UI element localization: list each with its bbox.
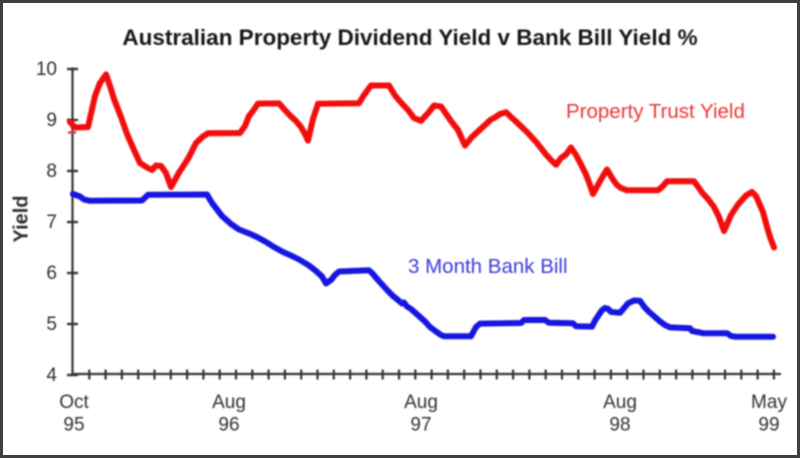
svg-text:8: 8 — [46, 161, 57, 182]
svg-text:3 Month Bank Bill: 3 Month Bank Bill — [408, 255, 568, 278]
svg-text:Aug: Aug — [603, 392, 637, 413]
svg-text:96: 96 — [218, 415, 239, 436]
svg-text:Australian Property Dividend Y: Australian Property Dividend Yield v Ban… — [122, 25, 697, 50]
svg-text:98: 98 — [609, 415, 630, 436]
svg-text:9: 9 — [46, 110, 57, 131]
svg-text:4: 4 — [46, 365, 57, 386]
svg-text:7: 7 — [46, 212, 57, 233]
svg-text:97: 97 — [410, 415, 431, 436]
svg-text:Property Trust Yield: Property Trust Yield — [566, 100, 745, 123]
svg-text:10: 10 — [36, 59, 57, 80]
svg-text:99: 99 — [758, 415, 779, 436]
svg-text:Aug: Aug — [404, 392, 438, 413]
svg-text:Aug: Aug — [212, 392, 246, 413]
svg-text:Yield: Yield — [11, 195, 33, 242]
svg-text:5: 5 — [46, 314, 57, 335]
svg-text:Oct: Oct — [59, 392, 89, 413]
svg-text:95: 95 — [63, 415, 84, 436]
svg-text:6: 6 — [46, 263, 57, 284]
svg-text:May: May — [751, 392, 787, 413]
